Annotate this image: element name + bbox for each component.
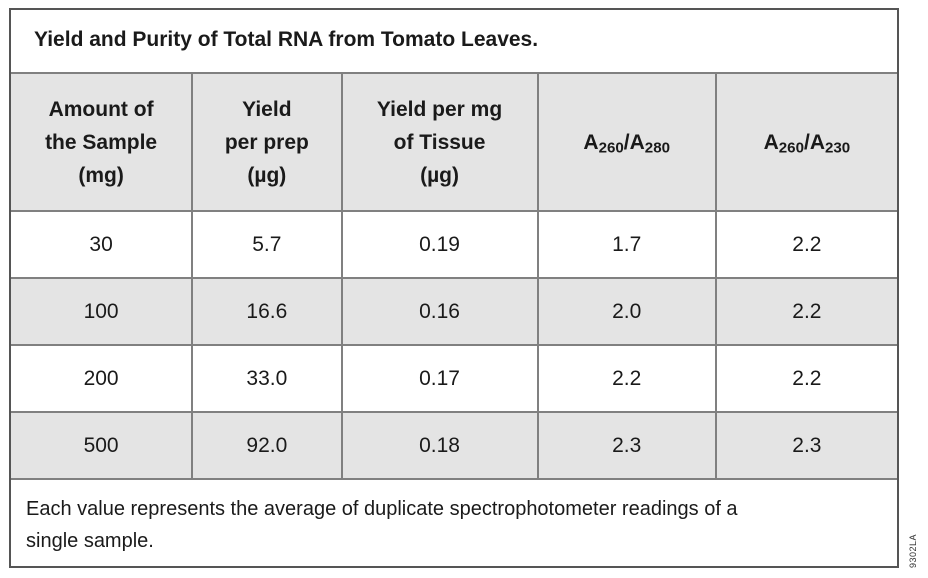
- data-cell-yield-prep: 5.7: [193, 212, 343, 279]
- rna-yield-table: Yield and Purity of Total RNA from Tomat…: [9, 8, 899, 568]
- header-line: Yield per mg: [376, 97, 503, 121]
- data-cell-a260-a230: 2.3: [716, 413, 897, 480]
- data-cell-amount: 500: [11, 413, 194, 480]
- footnote-line: single sample.: [26, 530, 154, 552]
- column-header-yield-per-mg: Yield per mg of Tissue (µg): [342, 74, 539, 212]
- data-cell-a260-a280: 2.3: [538, 413, 717, 480]
- data-cell-a260-a230: 2.2: [716, 279, 897, 346]
- header-line: (mg): [78, 163, 124, 187]
- ratio-subscript: 260: [598, 138, 624, 156]
- ratio-base: /A: [803, 130, 825, 154]
- table-footnote-row: Each value represents the average of dup…: [11, 480, 897, 566]
- data-cell-yield-mg: 0.18: [342, 413, 539, 480]
- ratio-subscript: 280: [644, 138, 671, 156]
- footnote: Each value represents the average of dup…: [26, 493, 877, 557]
- ratio-base: A: [583, 130, 599, 154]
- data-cell-amount: 100: [11, 279, 194, 346]
- table-row: 500 92.0 0.18 2.3 2.3: [11, 413, 897, 480]
- header-line: per prep: [224, 130, 309, 154]
- header-line: Yield: [242, 97, 292, 121]
- ratio-label: A260/A280: [583, 126, 670, 159]
- table-row: 200 33.0 0.17 2.2 2.2: [11, 346, 897, 413]
- data-cell-yield-prep: 92.0: [193, 413, 343, 480]
- ratio-subscript: 260: [778, 138, 804, 156]
- header-line: of Tissue: [393, 130, 486, 154]
- data-cell-yield-mg: 0.16: [342, 279, 539, 346]
- data-cell-a260-a230: 2.2: [716, 212, 897, 279]
- column-header-a260-a230: A260/A230: [716, 74, 897, 212]
- column-header-a260-a280: A260/A280: [538, 74, 717, 212]
- header-line: (µg): [420, 163, 460, 187]
- ratio-label: A260/A230: [764, 126, 851, 159]
- data-cell-a260-a280: 1.7: [538, 212, 717, 279]
- column-header-sample-amount: Amount of the Sample (mg): [11, 74, 194, 212]
- ratio-subscript: 230: [824, 138, 851, 156]
- ratio-base: /A: [623, 130, 645, 154]
- data-cell-yield-prep: 33.0: [193, 346, 343, 413]
- column-header-yield-per-prep: Yield per prep (µg): [193, 74, 343, 212]
- data-cell-amount: 30: [11, 212, 194, 279]
- data-cell-amount: 200: [11, 346, 194, 413]
- table-row: 30 5.7 0.19 1.7 2.2: [11, 212, 897, 279]
- data-cell-a260-a280: 2.2: [538, 346, 717, 413]
- data-cell-a260-a280: 2.0: [538, 279, 717, 346]
- header-line: Amount of: [48, 97, 154, 121]
- data-cell-yield-mg: 0.19: [342, 212, 539, 279]
- ratio-base: A: [763, 130, 779, 154]
- table-title: Yield and Purity of Total RNA from Tomat…: [11, 10, 897, 74]
- footnote-line: Each value represents the average of dup…: [26, 498, 738, 520]
- header-line: (µg): [247, 163, 287, 187]
- table-header-row: Amount of the Sample (mg) Yield per prep…: [11, 74, 897, 212]
- table-row: 100 16.6 0.16 2.0 2.2: [11, 279, 897, 346]
- figure-code: 9302LA: [908, 533, 918, 568]
- data-cell-yield-mg: 0.17: [342, 346, 539, 413]
- data-cell-a260-a230: 2.2: [716, 346, 897, 413]
- data-cell-yield-prep: 16.6: [193, 279, 343, 346]
- header-line: the Sample: [45, 130, 158, 154]
